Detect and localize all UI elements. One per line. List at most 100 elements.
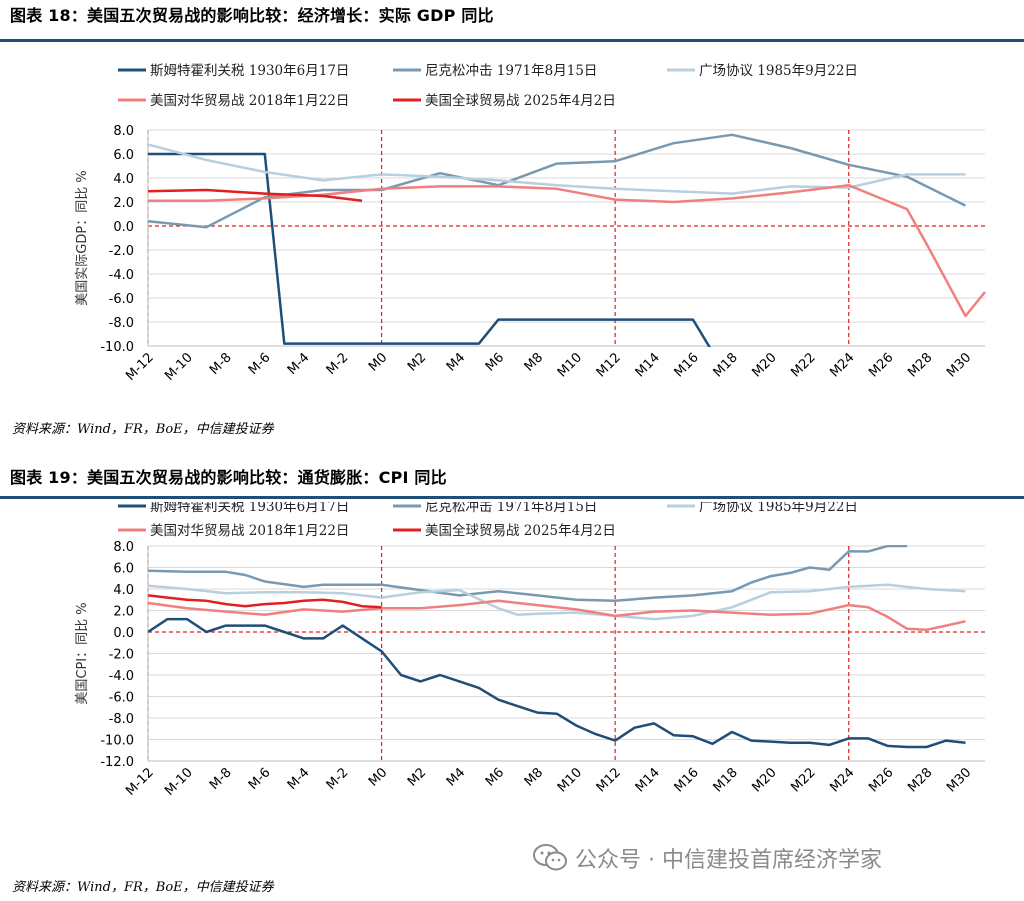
title-rule [0, 39, 1024, 42]
y-tick-label: -12.0 [100, 755, 134, 770]
y-tick-label: -6.0 [109, 292, 134, 307]
x-tick-label: M12 [594, 350, 624, 380]
x-ticks: M-12 M-10 M-8 M-6 M-4 M-2 M0 M2 M4 M6 M8 M10 M12 M14 M… [123, 350, 974, 384]
y-tick-label: -6.0 [109, 691, 134, 706]
x-tick-label: M14 [633, 350, 663, 380]
y-tick-label: 2.0 [113, 605, 134, 620]
x-tick-label: M-12 [123, 350, 157, 384]
x-tick-label: M20 [749, 350, 779, 380]
y-tick-label: 4.0 [113, 583, 134, 598]
y-tick-label: 6.0 [113, 562, 134, 577]
x-tick-label: M24 [827, 350, 857, 380]
figure-title: 图表 19：美国五次贸易战的影响比较：通货膨胀：CPI 同比 [10, 468, 447, 487]
x-tick-label: M26 [866, 765, 896, 795]
x-tick-label: M-2 [324, 765, 352, 793]
y-tick-label: 2.0 [113, 196, 134, 211]
legend-label: 广场协议 1985年9月22日 [699, 63, 858, 79]
x-tick-label: M-12 [123, 765, 157, 799]
cpi-chart: 斯姆特霍利关税 1930年6月17日 尼克松冲击 1971年8月15日 广场协议 1… [75, 502, 985, 799]
series-line [148, 545, 908, 603]
x-tick-label: M22 [788, 765, 818, 795]
x-ticks: M-12 M-10 M-8 M-6 M-4 M-2 M0 M2 M4 M6 M8 M10 M12 M14 M… [123, 765, 974, 799]
x-tick-label: M30 [944, 765, 974, 795]
series-group [148, 545, 966, 749]
figure-title: 图表 18：美国五次贸易战的影响比较：经济增长：实际 GDP 同比 [10, 6, 494, 25]
x-tick-label: M8 [522, 350, 546, 374]
series-line [148, 583, 966, 621]
legend-label: 美国全球贸易战 2025年4月2日 [425, 92, 616, 109]
x-tick-label: M20 [749, 765, 779, 795]
y-axis-title: 美国实际GDP：同比 % [75, 170, 90, 305]
legend-label: 美国全球贸易战 2025年4月2日 [425, 522, 616, 539]
x-tick-label: M4 [444, 350, 468, 374]
x-tick-label: M18 [711, 765, 741, 795]
y-tick-label: 0.0 [113, 626, 134, 641]
title-rule [0, 496, 1024, 499]
x-tick-label: M-4 [285, 350, 313, 378]
legend-label: 斯姆特霍利关税 1930年6月17日 [150, 63, 349, 79]
x-tick-label: M-8 [207, 765, 235, 793]
gdp-chart: 斯姆特霍利关税 1930年6月17日 尼克松冲击 1971年8月15日 广场协议 1… [75, 63, 986, 384]
legend-label: 美国对华贸易战 2018年1月22日 [150, 523, 349, 539]
x-tick-label: M6 [483, 765, 507, 789]
series-line [148, 188, 363, 203]
y-tick-label: -4.0 [109, 669, 134, 684]
source-note: 资料来源：Wind，FR，BoE，中信建投证券 [12, 880, 274, 895]
y-tick-label: 8.0 [113, 124, 134, 139]
y-tick-label: -8.0 [109, 316, 134, 331]
series-line [148, 594, 382, 609]
legend-label: 尼克松冲击 1971年8月15日 [425, 502, 597, 515]
y-tick-label: -10.0 [100, 734, 134, 749]
x-tick-label: M28 [905, 350, 935, 380]
x-tick-label: M2 [405, 350, 429, 374]
series-group [148, 133, 986, 347]
y-tick-label: 8.0 [113, 540, 134, 555]
x-tick-label: M4 [444, 765, 468, 789]
series-line [148, 617, 966, 749]
legend-label: 广场协议 1985年9月22日 [699, 502, 858, 515]
legend: 斯姆特霍利关税 1930年6月17日 尼克松冲击 1971年8月15日 广场协议 1… [118, 63, 858, 109]
watermark: 公众号 · 中信建投首席经济学家 [533, 842, 882, 874]
x-tick-label: M-10 [162, 765, 196, 799]
x-tick-label: M16 [672, 350, 702, 380]
legend-label: 尼克松冲击 1971年8月15日 [425, 63, 597, 79]
x-tick-label: M2 [405, 765, 429, 789]
x-tick-label: M-2 [324, 350, 352, 378]
legend-label: 斯姆特霍利关税 1930年6月17日 [150, 502, 349, 515]
legend: 斯姆特霍利关税 1930年6月17日 尼克松冲击 1971年8月15日 广场协议 1… [118, 502, 858, 539]
y-tick-label: -2.0 [109, 244, 134, 259]
x-tick-label: M26 [866, 350, 896, 380]
figure-cpi: 图表 19：美国五次贸易战的影响比较：通货膨胀：CPI 同比 斯姆特霍利关税 1… [0, 462, 1024, 901]
x-tick-label: M14 [633, 765, 663, 795]
x-tick-label: M30 [944, 350, 974, 380]
x-tick-label: M-4 [285, 765, 313, 793]
x-tick-label: M22 [788, 350, 818, 380]
y-tick-label: -4.0 [109, 268, 134, 283]
legend-label: 美国对华贸易战 2018年1月22日 [150, 93, 349, 109]
x-tick-label: M-6 [246, 350, 274, 378]
x-tick-label: M6 [483, 350, 507, 374]
x-tick-label: M-6 [246, 765, 274, 793]
grid: 8.0 6.0 4.0 2.0 0.0 -2.0 -4.0 -6.0 -8.0 -10.0 -12.… [100, 540, 985, 770]
y-tick-label: 4.0 [113, 172, 134, 187]
series-line [148, 152, 711, 347]
y-tick-label: 0.0 [113, 220, 134, 235]
y-tick-label: 6.0 [113, 148, 134, 163]
x-tick-label: M16 [672, 765, 702, 795]
figure-gdp: 图表 18：美国五次贸易战的影响比较：经济增长：实际 GDP 同比 斯姆特霍利关… [0, 0, 1024, 450]
y-axis-title: 美国CPI：同比 % [75, 602, 90, 704]
watermark-text: 公众号 · 中信建投首席经济学家 [575, 848, 882, 873]
x-tick-label: M0 [366, 765, 390, 789]
x-tick-label: M0 [366, 350, 390, 374]
x-tick-label: M28 [905, 765, 935, 795]
x-tick-label: M12 [594, 765, 624, 795]
series-line [148, 599, 966, 632]
x-tick-label: M8 [522, 765, 546, 789]
source-note: 资料来源：Wind，FR，BoE，中信建投证券 [12, 422, 274, 437]
y-tick-label: -10.0 [100, 340, 134, 355]
x-tick-label: M18 [711, 350, 741, 380]
x-tick-label: M10 [555, 765, 585, 795]
x-tick-label: M24 [827, 765, 857, 795]
y-tick-label: -8.0 [109, 712, 134, 727]
x-tick-label: M10 [555, 350, 585, 380]
